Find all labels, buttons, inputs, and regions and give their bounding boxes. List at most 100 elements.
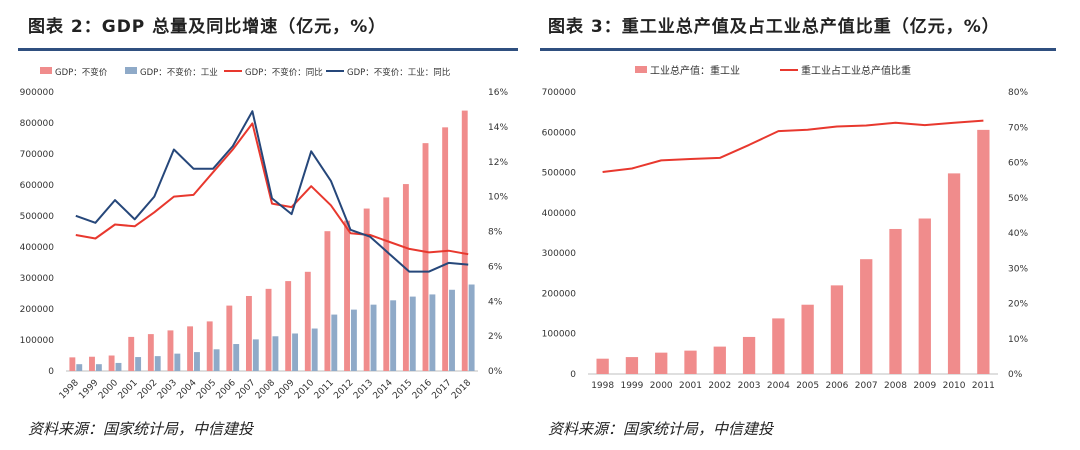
bar <box>292 333 299 371</box>
bar <box>324 231 331 371</box>
x-tick-label: 1999 <box>620 381 643 391</box>
x-tick-label: 2004 <box>175 378 198 401</box>
bar <box>285 281 292 371</box>
y2-tick-label: 14% <box>488 123 508 133</box>
x-tick-label: 2001 <box>679 381 702 391</box>
y-tick-label: 500000 <box>542 169 577 179</box>
bar <box>135 357 142 371</box>
bar <box>918 218 931 374</box>
bar <box>167 330 174 371</box>
bar <box>252 339 259 371</box>
y2-tick-label: 20% <box>1008 300 1028 310</box>
bar <box>245 295 252 371</box>
y2-tick-label: 50% <box>1008 194 1028 204</box>
y-tick-label: 500000 <box>20 212 55 222</box>
bar <box>233 344 240 371</box>
x-tick-label: 2009 <box>273 378 296 401</box>
x-tick-label: 2006 <box>215 378 238 401</box>
legend-label: GDP：不变价：工业：同比 <box>347 67 450 78</box>
y2-tick-label: 60% <box>1008 159 1028 169</box>
bar <box>363 208 370 371</box>
legend-label: GDP：不变价：同比 <box>245 67 323 78</box>
y-tick-label: 400000 <box>20 243 55 253</box>
figure-panel-right: 图表 3：重工业总产值及占工业总产值比重（亿元，%） 0 100000 200000… <box>540 0 1080 450</box>
bar <box>272 336 279 371</box>
bar <box>684 350 697 374</box>
bar <box>89 356 95 371</box>
source-note: 资料来源：国家统计局，中信建投 <box>28 420 254 438</box>
bar <box>409 296 416 371</box>
x-tick-label: 2008 <box>254 378 277 401</box>
bar <box>213 349 220 371</box>
bar <box>226 305 233 371</box>
x-tick-label: 2006 <box>825 381 848 391</box>
bar <box>311 328 318 371</box>
x-tick-label: 2017 <box>430 378 453 401</box>
x-tick-label: 2009 <box>913 381 936 391</box>
bar <box>830 285 844 374</box>
legend-swatch <box>635 66 647 73</box>
bar <box>69 357 76 371</box>
x-tick-label: 2000 <box>97 378 120 401</box>
y-tick-label: 0 <box>570 370 576 380</box>
bar <box>370 304 377 371</box>
x-tick-label: 2003 <box>156 378 179 401</box>
bar <box>655 352 668 374</box>
bar <box>596 358 609 374</box>
bar <box>625 357 639 374</box>
x-tick-label: 2011 <box>313 378 336 401</box>
y-tick-label: 100000 <box>20 336 55 346</box>
bar <box>331 314 338 371</box>
x-tick-label: 2010 <box>293 378 316 401</box>
y-tick-label: 0 <box>48 367 54 377</box>
bar <box>304 271 311 371</box>
y2-tick-label: 10% <box>488 193 508 203</box>
bar <box>147 334 154 371</box>
x-tick-label: 2004 <box>767 381 790 391</box>
y2-tick-label: 40% <box>1008 229 1028 239</box>
bar <box>383 197 390 371</box>
x-tick-label: 2005 <box>796 381 819 391</box>
x-tick-label: 2011 <box>972 381 995 391</box>
bar <box>977 129 990 374</box>
x-tick-label: 2001 <box>117 378 140 401</box>
x-tick-label: 1999 <box>77 378 100 401</box>
x-tick-label: 2012 <box>332 378 355 401</box>
series-line <box>602 119 984 173</box>
legend-label: 工业总产值：重工业 <box>650 64 740 77</box>
x-tick-label: 2014 <box>372 378 395 401</box>
y-tick-label: 700000 <box>542 88 577 98</box>
x-tick-label: 2016 <box>411 378 434 401</box>
y2-tick-label: 10% <box>1008 335 1028 345</box>
bar <box>947 173 961 374</box>
y2-tick-label: 8% <box>488 228 503 238</box>
bar <box>206 321 213 371</box>
y-tick-label: 100000 <box>542 330 577 340</box>
bar <box>713 346 726 374</box>
y-tick-label: 800000 <box>20 119 55 129</box>
heavy-industry-chart: 0 100000 200000 300000 400000 500000 600000 700… <box>542 64 1029 391</box>
y-tick-label: 600000 <box>542 128 577 138</box>
x-tick-label: 2018 <box>450 378 473 401</box>
bar <box>772 318 785 374</box>
figure-title: 图表 3：重工业总产值及占工业总产值比重（亿元，%） <box>548 17 1000 37</box>
y2-tick-label: 80% <box>1008 88 1028 98</box>
x-tick-label: 1998 <box>591 381 614 391</box>
y-tick-label: 300000 <box>542 249 577 259</box>
x-tick-label: 2010 <box>943 381 966 391</box>
x-tick-label: 2002 <box>708 381 731 391</box>
bar <box>108 355 115 371</box>
x-tick-label: 2015 <box>391 378 414 401</box>
y2-tick-label: 6% <box>488 262 503 272</box>
bar <box>187 326 194 371</box>
x-tick-label: 2002 <box>136 378 159 401</box>
bar <box>860 259 873 374</box>
y2-tick-label: 0% <box>1008 370 1023 380</box>
bar <box>468 284 475 371</box>
bar <box>174 353 181 371</box>
x-tick-label: 2008 <box>884 381 907 391</box>
bar <box>461 110 468 371</box>
legend-label: GDP：不变价 <box>55 67 108 78</box>
bar <box>265 288 272 371</box>
legend-swatch <box>40 67 52 74</box>
